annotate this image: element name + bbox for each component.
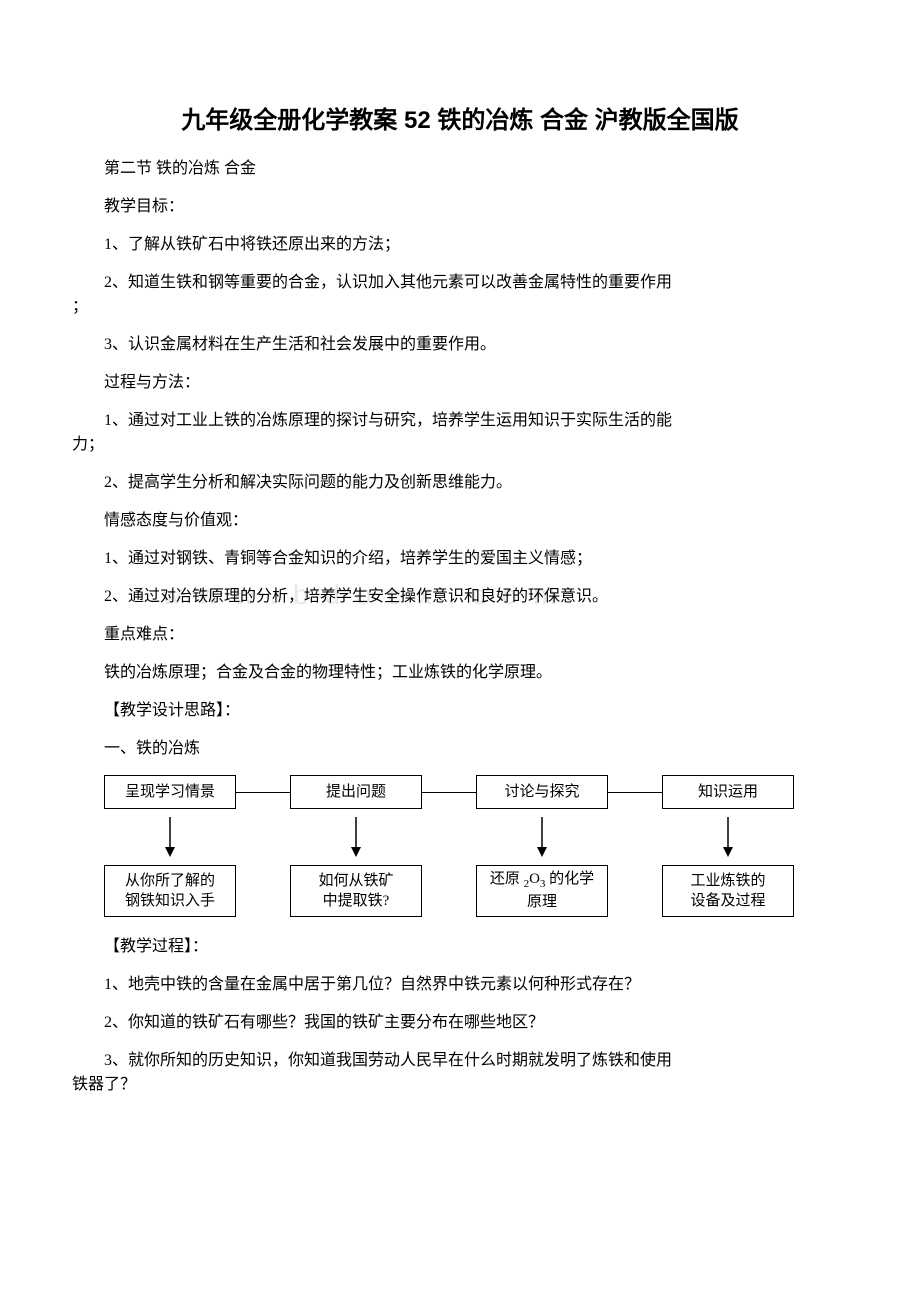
process-item: 2、提高学生分析和解决实际问题的能力及创新思维能力。 xyxy=(72,471,848,495)
flow-node: 如何从铁矿中提取铁? xyxy=(290,865,422,917)
flow-node-text: 如何从铁矿中提取铁? xyxy=(318,871,393,912)
text-line: 铁器了？ xyxy=(72,1073,848,1097)
flowchart: 呈现学习情景 提出问题 讨论与探究 知识运用 xyxy=(104,775,824,917)
text-line: ； xyxy=(72,295,848,319)
flow-arrow-cell xyxy=(662,815,794,859)
text-fragment: 还原 xyxy=(490,871,524,887)
flow-arrow-row xyxy=(104,809,824,865)
flow-top-row: 呈现学习情景 提出问题 讨论与探究 知识运用 xyxy=(104,775,824,809)
flow-connector xyxy=(236,792,290,793)
question-item: 1、地壳中铁的含量在金属中居于第几位？自然界中铁元素以何种形式存在？ xyxy=(72,973,848,997)
arrow-down-icon xyxy=(721,815,735,859)
values-item: 1、通过对钢铁、青铜等合金知识的介绍，培养学生的爱国主义情感； xyxy=(72,547,848,571)
flow-connector xyxy=(608,792,662,793)
text-line: 3、就你所知的历史知识，你知道我国劳动人民早在什么时期就发明了炼铁和使用 xyxy=(72,1049,848,1073)
values-heading: 情感态度与价值观： xyxy=(72,509,848,533)
text-line: 力； xyxy=(72,433,848,457)
flow-node-text: 从你所了解的钢铁知识入手 xyxy=(125,871,215,912)
flow-bottom-row: 从你所了解的钢铁知识入手 如何从铁矿中提取铁? 还原 2O3 的化学 原理 工业… xyxy=(104,865,824,917)
keypoints-text: 铁的冶炼原理；合金及合金的物理特性；工业炼铁的化学原理。 xyxy=(72,661,848,685)
process-heading: 过程与方法： xyxy=(72,371,848,395)
section-heading: 第二节 铁的冶炼 合金 xyxy=(72,157,848,181)
text-fragment: 原理 xyxy=(527,894,557,910)
text-line: 1、通过对工业上铁的冶炼原理的探讨与研究，培养学生运用知识于实际生活的能 xyxy=(72,409,848,433)
flow-node: 工业炼铁的设备及过程 xyxy=(662,865,794,917)
objective-item: 2、知道生铁和钢等重要的合金，认识加入其他元素可以改善金属特性的重要作用 ； xyxy=(72,271,848,319)
flow-node: 从你所了解的钢铁知识入手 xyxy=(104,865,236,917)
text-line: 2、知道生铁和钢等重要的合金，认识加入其他元素可以改善金属特性的重要作用 xyxy=(72,271,848,295)
values-item: 2、通过对冶铁原理的分析，培养学生安全操作意识和良好的环保意识。 xyxy=(72,585,848,609)
flow-node: 讨论与探究 xyxy=(476,775,608,809)
flow-node: 还原 2O3 的化学 原理 xyxy=(476,865,608,917)
flow-arrow-cell xyxy=(290,815,422,859)
objectives-heading: 教学目标： xyxy=(72,195,848,219)
flow-node-text: 工业炼铁的设备及过程 xyxy=(690,871,765,912)
design-heading: 【教学设计思路】： xyxy=(72,699,848,723)
flow-node: 提出问题 xyxy=(290,775,422,809)
process-item: 1、通过对工业上铁的冶炼原理的探讨与研究，培养学生运用知识于实际生活的能 力； xyxy=(72,409,848,457)
doc-title: 九年级全册化学教案 52 铁的冶炼 合金 沪教版全国版 xyxy=(72,100,848,135)
process-heading-2: 【教学过程】： xyxy=(72,935,848,959)
arrow-down-icon xyxy=(163,815,177,859)
flow-arrow-cell xyxy=(476,815,608,859)
objective-item: 1、了解从铁矿石中将铁还原出来的方法； xyxy=(72,233,848,257)
flow-node: 知识运用 xyxy=(662,775,794,809)
flow-node: 呈现学习情景 xyxy=(104,775,236,809)
arrow-down-icon xyxy=(349,815,363,859)
flow-arrow-cell xyxy=(104,815,236,859)
question-item: 3、就你所知的历史知识，你知道我国劳动人民早在什么时期就发明了炼铁和使用 铁器了… xyxy=(72,1049,848,1097)
text-fragment: 的化学 xyxy=(545,871,594,887)
flow-connector xyxy=(422,792,476,793)
subsection-heading: 一、铁的冶炼 xyxy=(72,737,848,761)
objective-item: 3、认识金属材料在生产生活和社会发展中的重要作用。 xyxy=(72,333,848,357)
text-fragment: O xyxy=(529,871,540,887)
question-item: 2、你知道的铁矿石有哪些？我国的铁矿主要分布在哪些地区？ xyxy=(72,1011,848,1035)
flow-node-text: 还原 2O3 的化学 原理 xyxy=(490,869,594,912)
arrow-down-icon xyxy=(535,815,549,859)
keypoints-heading: 重点难点： xyxy=(72,623,848,647)
